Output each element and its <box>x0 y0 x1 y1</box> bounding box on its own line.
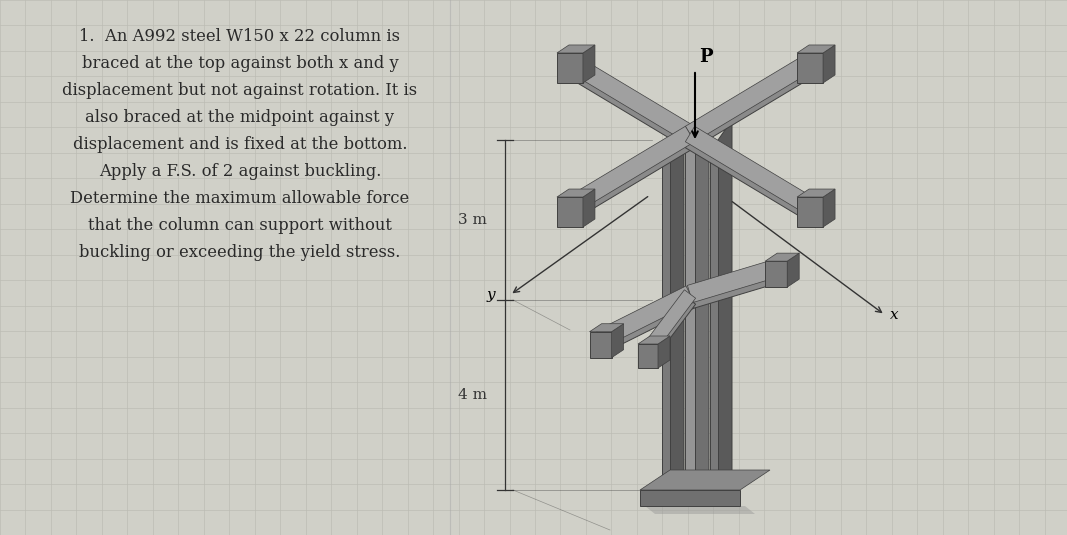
Text: displacement but not against rotation. It is: displacement but not against rotation. I… <box>63 82 417 99</box>
Polygon shape <box>797 45 835 53</box>
Polygon shape <box>590 332 611 358</box>
Polygon shape <box>797 197 823 227</box>
Polygon shape <box>557 197 583 227</box>
Polygon shape <box>685 54 815 142</box>
Text: x: x <box>890 308 898 322</box>
Text: 3 m: 3 m <box>458 213 487 227</box>
Text: displacement and is fixed at the bottom.: displacement and is fixed at the bottom. <box>73 136 408 153</box>
Polygon shape <box>685 140 695 490</box>
Text: Apply a F.S. of 2 against buckling.: Apply a F.S. of 2 against buckling. <box>99 163 381 180</box>
Polygon shape <box>566 132 695 220</box>
Polygon shape <box>787 253 799 287</box>
Polygon shape <box>596 286 694 347</box>
Polygon shape <box>797 189 835 197</box>
Text: 4 m: 4 m <box>458 388 487 402</box>
Polygon shape <box>557 189 595 197</box>
Polygon shape <box>797 53 823 83</box>
Polygon shape <box>662 140 670 490</box>
Polygon shape <box>765 261 787 287</box>
Polygon shape <box>658 336 670 368</box>
Text: P: P <box>699 48 713 66</box>
Polygon shape <box>596 292 694 353</box>
Polygon shape <box>687 265 779 309</box>
Text: braced at the top against both x and y: braced at the top against both x and y <box>81 55 398 72</box>
Polygon shape <box>685 60 815 148</box>
Polygon shape <box>823 45 835 83</box>
Polygon shape <box>583 189 595 227</box>
Polygon shape <box>590 324 623 332</box>
Polygon shape <box>557 53 583 83</box>
Polygon shape <box>642 290 696 354</box>
Polygon shape <box>685 132 815 220</box>
Text: buckling or exceeding the yield stress.: buckling or exceeding the yield stress. <box>79 244 401 261</box>
Polygon shape <box>644 506 755 514</box>
Polygon shape <box>583 45 595 83</box>
Polygon shape <box>638 344 658 368</box>
Polygon shape <box>611 324 623 358</box>
Text: that the column can support without: that the column can support without <box>89 217 392 234</box>
Polygon shape <box>557 45 595 53</box>
Polygon shape <box>710 140 718 490</box>
Polygon shape <box>566 126 695 214</box>
Polygon shape <box>670 120 684 490</box>
Polygon shape <box>687 259 779 303</box>
Text: also braced at the midpoint against y: also braced at the midpoint against y <box>85 109 395 126</box>
Polygon shape <box>638 336 670 344</box>
Polygon shape <box>642 296 696 360</box>
Polygon shape <box>685 126 815 214</box>
Polygon shape <box>566 60 695 148</box>
Polygon shape <box>566 54 695 142</box>
Polygon shape <box>823 189 835 227</box>
Text: Determine the maximum allowable force: Determine the maximum allowable force <box>70 190 410 207</box>
Polygon shape <box>695 120 708 490</box>
Polygon shape <box>640 470 770 490</box>
Polygon shape <box>718 120 732 490</box>
Text: 1.  An A992 steel W150 x 22 column is: 1. An A992 steel W150 x 22 column is <box>80 28 400 45</box>
Text: y: y <box>487 288 495 302</box>
Polygon shape <box>640 490 740 506</box>
Polygon shape <box>765 253 799 261</box>
